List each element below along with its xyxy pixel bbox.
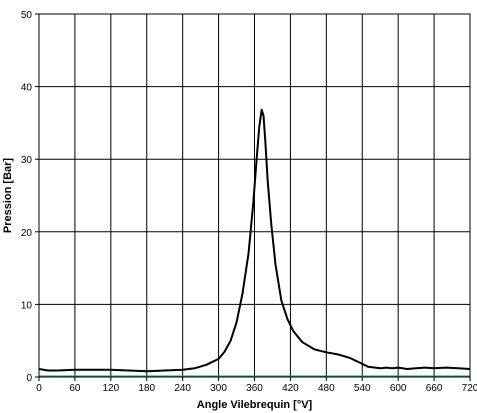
x-tick-label: 360: [246, 383, 263, 394]
x-tick-label: 600: [390, 383, 407, 394]
pressure-series-line: [38, 108, 471, 373]
y-tick-label: 50: [21, 10, 33, 21]
x-tick-label: 480: [318, 383, 335, 394]
x-tick-label: 300: [210, 383, 227, 394]
x-tick-label: 60: [69, 383, 81, 394]
y-tick-label: 10: [21, 300, 33, 311]
x-tick-label: 420: [282, 383, 299, 394]
x-tick-label: 120: [102, 383, 119, 394]
y-axis-title: Pression [Bar]: [2, 158, 14, 234]
x-axis-title: Angle Vilebrequin [°V]: [197, 399, 313, 411]
y-axis-ticks: 0 10 20 30 40 50: [21, 10, 39, 384]
x-tick-label: 540: [354, 383, 371, 394]
y-tick-label: 40: [21, 83, 33, 94]
x-tick-label: 0: [36, 383, 42, 394]
y-tick-label: 20: [21, 228, 33, 239]
x-tick-label: 720: [462, 383, 477, 394]
x-tick-label: 660: [426, 383, 443, 394]
x-axis-ticks: 0 60 120 180 240 300 360 420 480 540 600 660 720: [36, 377, 477, 394]
y-tick-label: 0: [26, 373, 32, 384]
x-tick-label: 240: [174, 383, 191, 394]
y-tick-label: 30: [21, 155, 33, 166]
x-tick-label: 180: [138, 383, 155, 394]
